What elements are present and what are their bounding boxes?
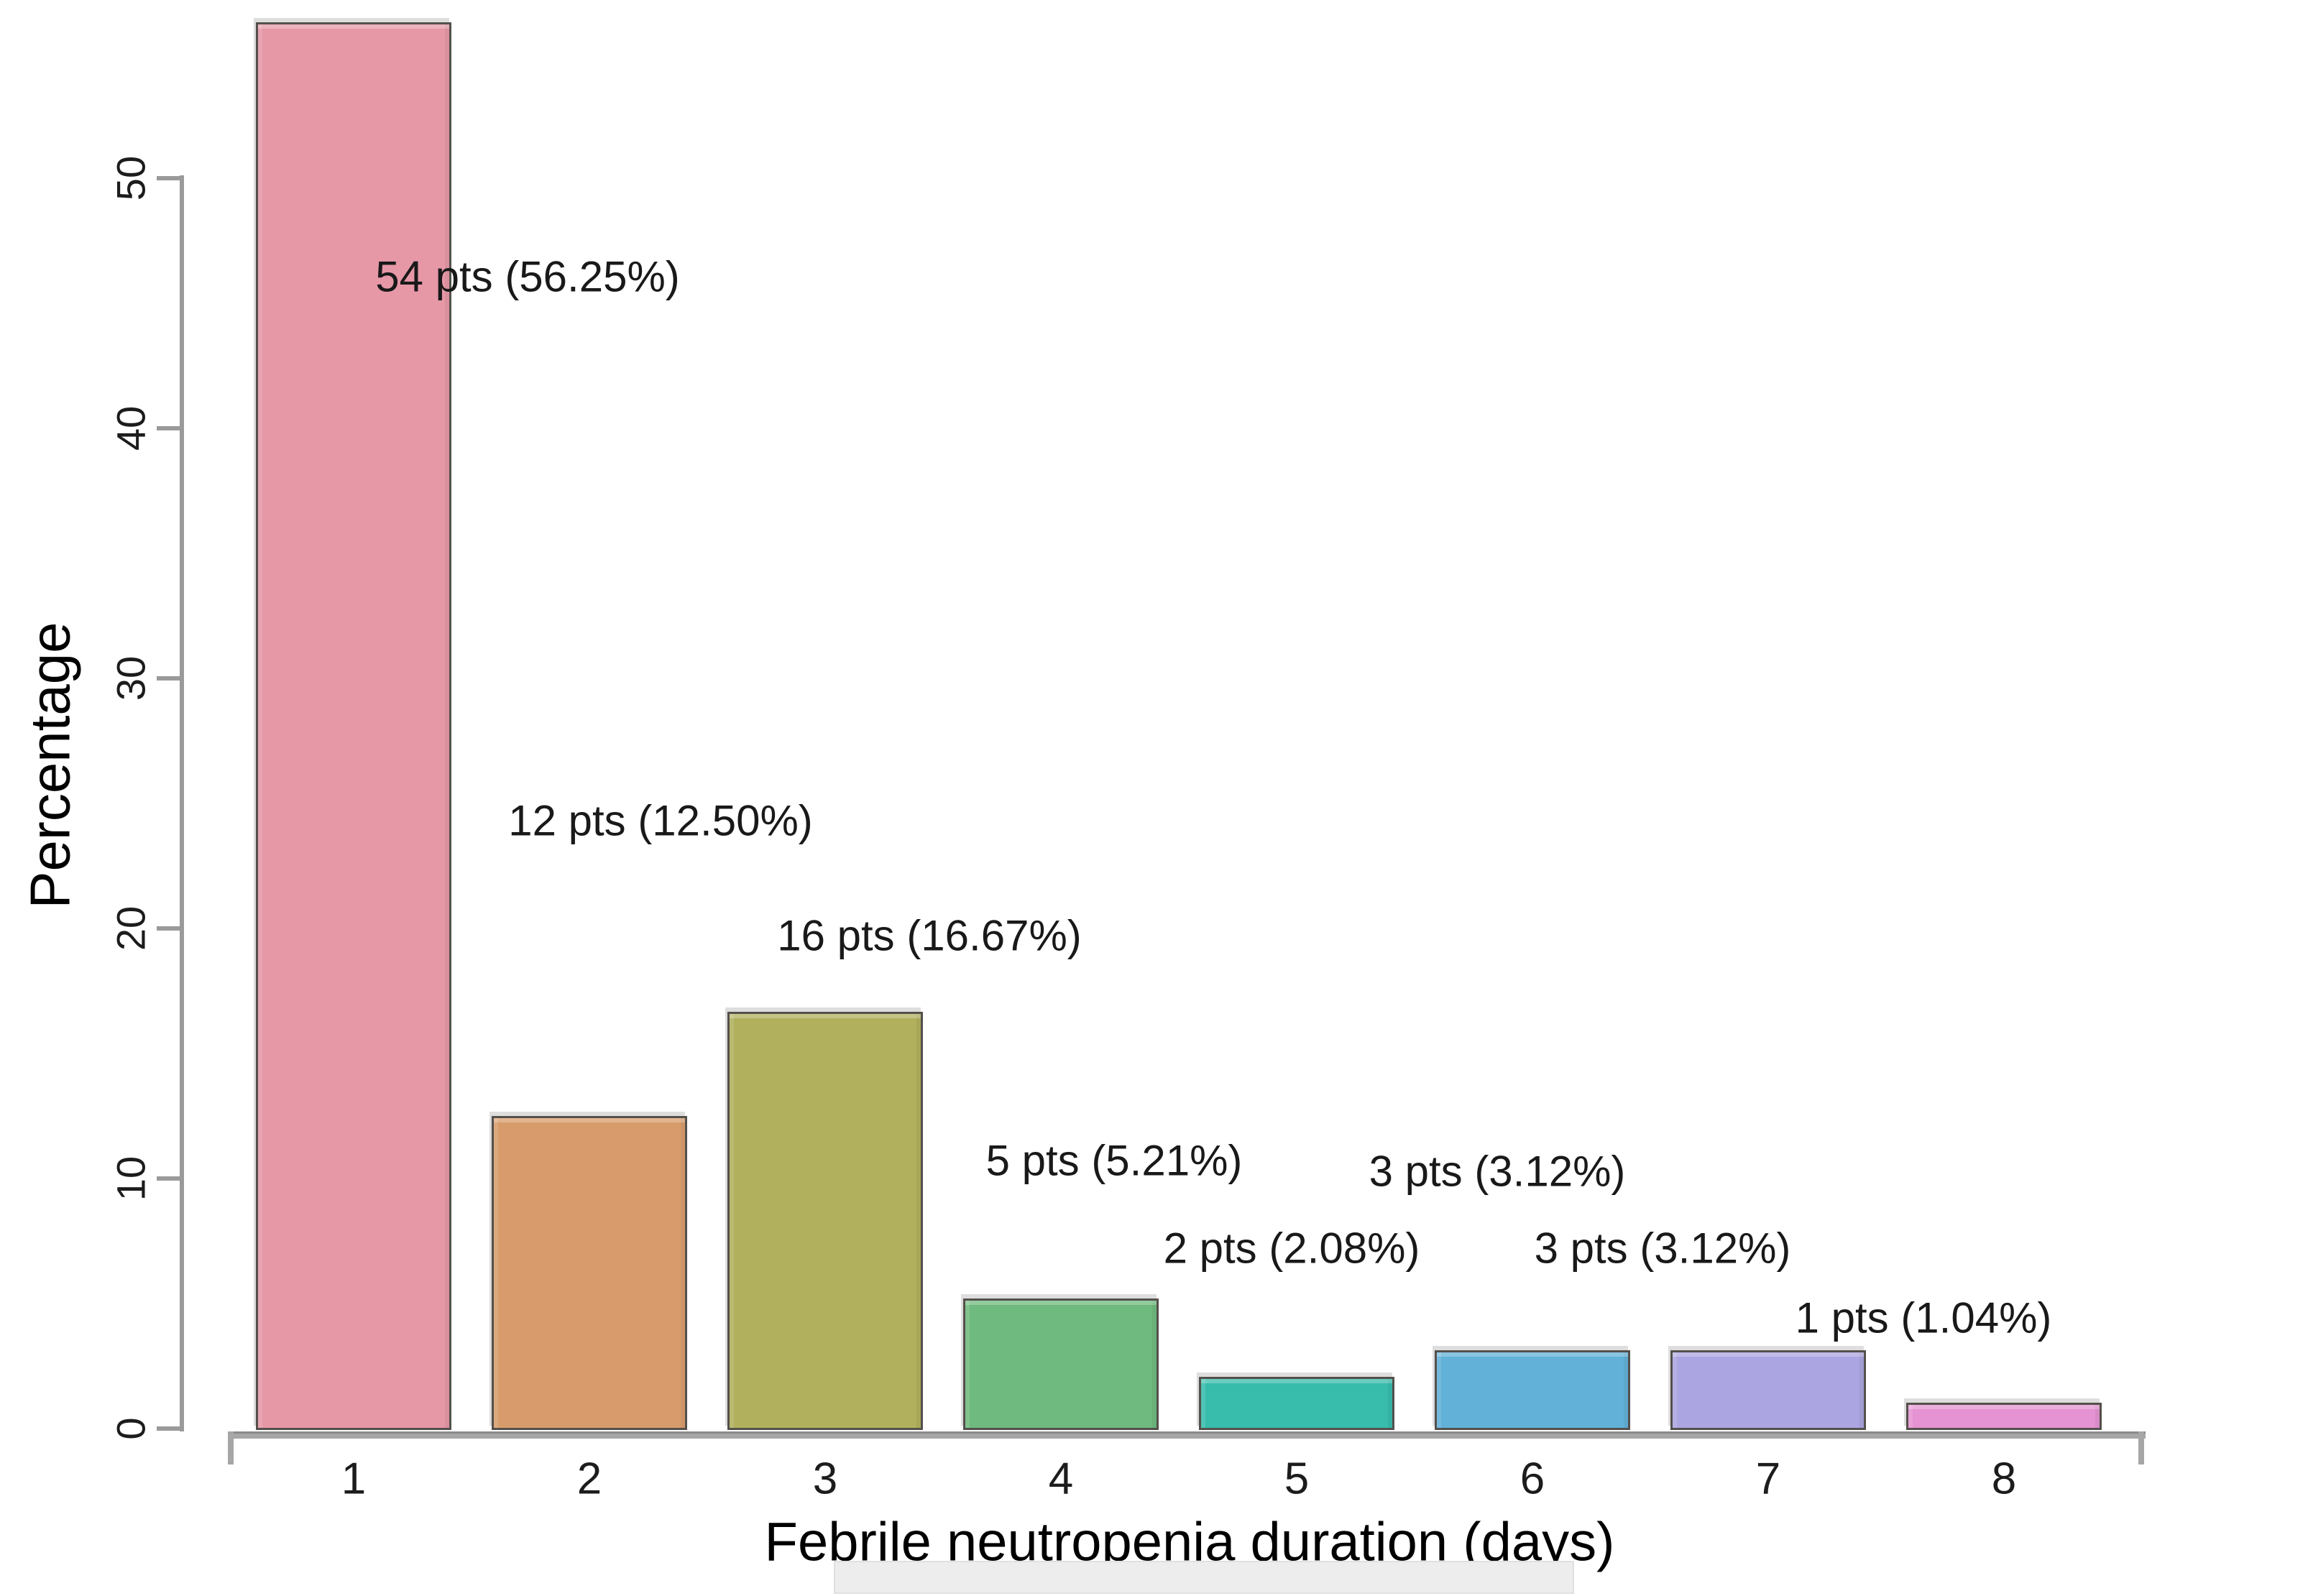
y-axis-title: Percentage	[18, 622, 82, 909]
y-tick-label: 50	[108, 155, 154, 201]
bar-value-label: 54 pts (56.25%)	[375, 252, 680, 301]
bar	[256, 22, 451, 1430]
bar	[1670, 1350, 1866, 1430]
y-tick-label: 40	[108, 405, 154, 451]
x-tick-label: 6	[1519, 1454, 1545, 1504]
y-tick-label: 30	[108, 655, 154, 701]
x-tick-label: 2	[576, 1454, 602, 1504]
x-tick-label: 8	[1991, 1454, 2017, 1504]
bar	[963, 1299, 1159, 1430]
y-tick-label: 0	[108, 1417, 154, 1440]
y-tick-label: 10	[108, 1156, 154, 1201]
y-tick	[157, 426, 180, 430]
y-tick	[157, 1176, 180, 1181]
y-tick-label: 20	[108, 905, 154, 951]
bar	[1906, 1403, 2102, 1430]
y-tick	[157, 176, 180, 180]
bar-value-label: 3 pts (3.12%)	[1369, 1147, 1626, 1196]
x-tick-label: 4	[1048, 1454, 1074, 1504]
bar-value-label: 3 pts (3.12%)	[1534, 1224, 1791, 1273]
bar-value-label: 5 pts (5.21%)	[985, 1136, 1243, 1185]
x-axis-line	[228, 1431, 2146, 1439]
bar	[492, 1116, 687, 1430]
y-axis-line	[180, 175, 184, 1431]
bar	[727, 1012, 923, 1430]
bar-value-label: 12 pts (12.50%)	[508, 796, 813, 845]
x-axis-right-bracket	[2138, 1431, 2144, 1464]
y-tick	[157, 1426, 180, 1431]
bar-value-label: 1 pts (1.04%)	[1795, 1293, 2052, 1342]
bar	[1435, 1350, 1630, 1430]
erased-caption-band	[834, 1561, 1574, 1594]
y-tick	[157, 676, 180, 681]
x-tick-label: 3	[812, 1454, 838, 1504]
x-axis-left-bracket	[228, 1431, 234, 1464]
bar-value-label: 2 pts (2.08%)	[1163, 1224, 1420, 1273]
x-tick-label: 1	[341, 1454, 367, 1504]
x-tick-label: 7	[1755, 1454, 1781, 1504]
bar	[1199, 1377, 1394, 1430]
x-tick-label: 5	[1284, 1454, 1310, 1504]
y-tick	[157, 926, 180, 931]
bar-value-label: 16 pts (16.67%)	[777, 911, 1082, 960]
